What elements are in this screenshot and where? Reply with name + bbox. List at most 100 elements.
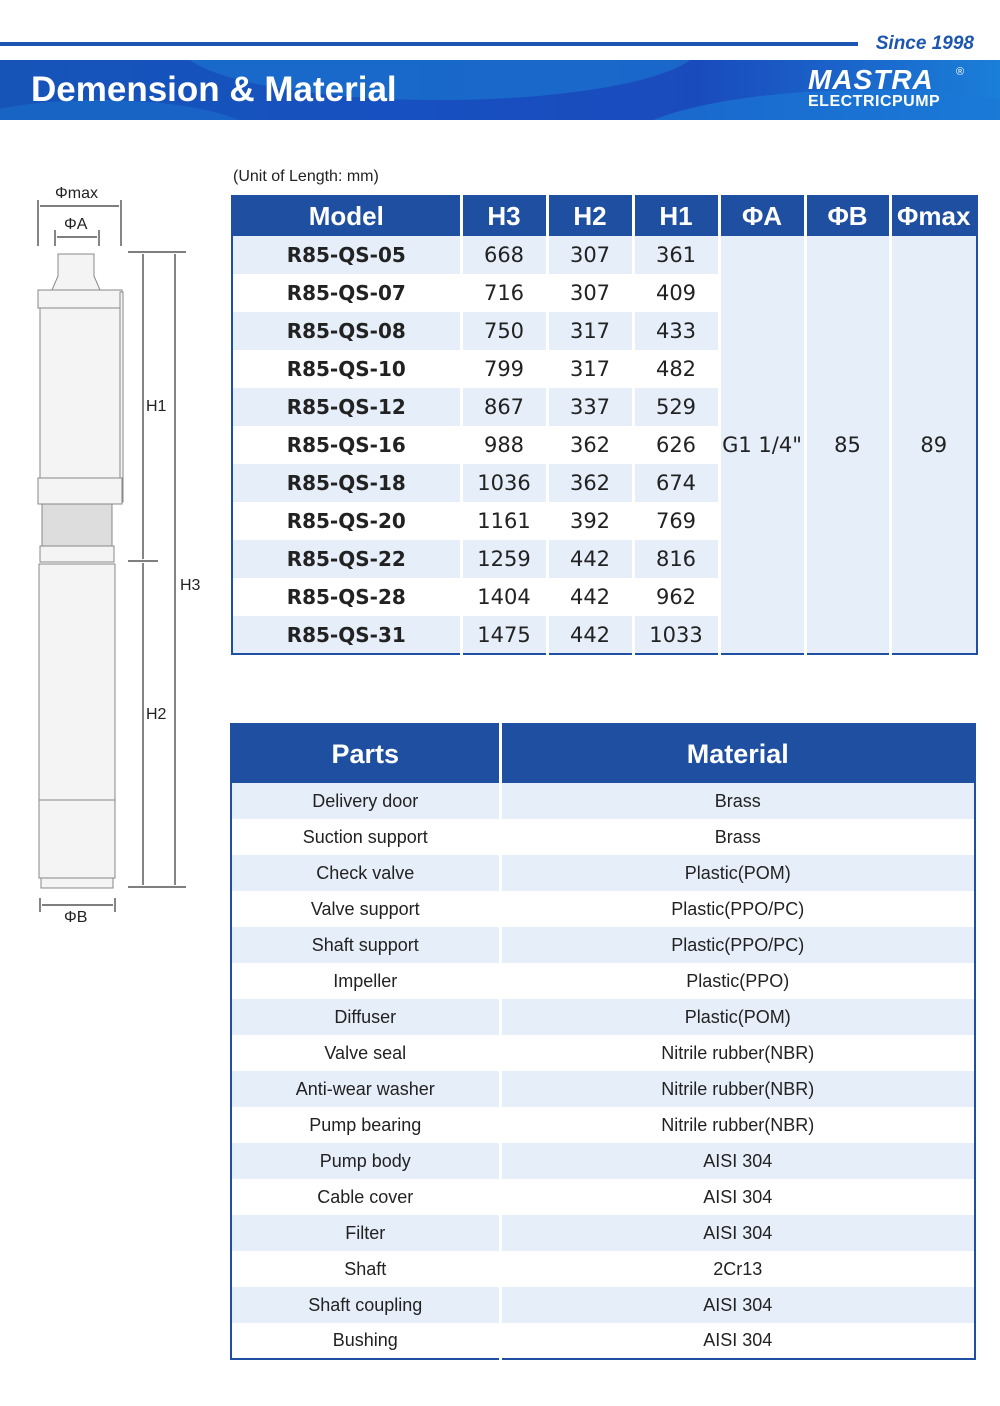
value-cell: 482 <box>631 350 719 388</box>
part-cell: Impeller <box>333 970 398 991</box>
material-cell: Plastic(PPO/PC) <box>498 891 975 927</box>
value-cell: 626 <box>631 426 719 464</box>
value-cell: 867 <box>459 388 547 426</box>
since-label: Since 1998 <box>875 33 974 54</box>
table-row: R85-QS-22 1259 442 816 <box>232 540 977 578</box>
model-cell: R85-QS-16 <box>286 433 406 457</box>
table-row: Cable cover AISI 304 <box>231 1179 975 1215</box>
table-row: Shaft 2Cr13 <box>231 1251 975 1287</box>
value-cell: 362 <box>545 464 633 502</box>
value-cell: 769 <box>631 502 719 540</box>
material-cell: Brass <box>498 783 975 819</box>
value-cell: 442 <box>545 616 633 654</box>
value-cell: 1036 <box>459 464 547 502</box>
material-cell: AISI 304 <box>498 1323 975 1359</box>
part-cell: Pump bearing <box>309 1114 422 1135</box>
table-row: Delivery door Brass <box>231 783 975 819</box>
model-cell: R85-QS-31 <box>232 616 461 654</box>
page-title: Demension & Material <box>31 70 397 109</box>
value-cell: 317 <box>545 350 633 388</box>
material-cell: Nitrile rubber(NBR) <box>498 1071 975 1107</box>
phi-b-label: ΦB <box>64 909 87 926</box>
value-cell: 529 <box>631 388 719 426</box>
material-cell: Plastic(PPO/PC) <box>498 927 975 963</box>
value-cell: 750 <box>459 312 547 350</box>
material-cell: AISI 304 <box>498 1287 975 1323</box>
model-cell: R85-QS-20 <box>286 509 406 533</box>
table-row: R85-QS-20 1161 392 769 <box>232 502 977 540</box>
value-cell: 716 <box>459 274 547 312</box>
part-cell: Diffuser <box>231 999 500 1035</box>
phi-a-cell: G1 1/4" <box>717 236 805 654</box>
model-cell: R85-QS-28 <box>286 585 406 609</box>
value-cell: 442 <box>545 540 633 578</box>
material-cell: Plastic(PPO) <box>498 963 975 999</box>
table-row: R85-QS-18 1036 362 674 <box>232 464 977 502</box>
value-cell: 307 <box>545 236 633 274</box>
table-row: R85-QS-16 988 362 626 <box>232 426 977 464</box>
value-cell: 442 <box>545 578 633 616</box>
value-cell: 362 <box>545 426 633 464</box>
column-header: Φmax <box>888 196 977 236</box>
title-banner: Demension & Material MASTRA ELECTRICPUMP… <box>0 60 1000 120</box>
table-row: R85-QS-12 867 337 529 <box>232 388 977 426</box>
model-cell: R85-QS-22 <box>232 540 461 578</box>
column-header: Material <box>498 724 975 783</box>
material-cell: AISI 304 <box>498 1179 975 1215</box>
registered-mark: ® <box>956 66 965 78</box>
value-cell: 988 <box>459 426 547 464</box>
table-row: Filter AISI 304 <box>231 1215 975 1251</box>
model-cell: R85-QS-18 <box>232 464 461 502</box>
model-cell: R85-QS-05 <box>232 236 461 274</box>
dimension-table: Model H3 H2 H1 ΦA ΦB Φmax R85-QS-05 668 307 361 G1… <box>231 195 978 655</box>
table-row: R85-QS-07 716 307 409 <box>232 274 977 312</box>
column-header: Parts <box>231 724 500 783</box>
model-cell: R85-QS-08 <box>232 312 461 350</box>
table-row: Impeller Plastic(PPO) <box>231 963 975 999</box>
part-cell: Filter <box>231 1215 500 1251</box>
phi-max-cell: 89 <box>888 236 977 654</box>
column-header: H2 <box>545 196 633 236</box>
value-cell: 337 <box>545 388 633 426</box>
table-row: Suction support Brass <box>231 819 975 855</box>
value-cell: 392 <box>545 502 633 540</box>
table-row: Bushing AISI 304 <box>231 1323 975 1359</box>
value-cell: 799 <box>459 350 547 388</box>
table-row: Anti-wear washer Nitrile rubber(NBR) <box>231 1071 975 1107</box>
part-cell: Suction support <box>302 826 428 847</box>
table-row: Pump body AISI 304 <box>231 1143 975 1179</box>
value-cell: 1161 <box>459 502 547 540</box>
material-cell: 2Cr13 <box>498 1251 975 1287</box>
value-cell: 409 <box>631 274 719 312</box>
value-cell: 307 <box>545 274 633 312</box>
material-cell: Plastic(POM) <box>498 999 975 1035</box>
table-row: R85-QS-28 1404 442 962 <box>232 578 977 616</box>
part-cell: Shaft support <box>231 927 500 963</box>
table-row: Diffuser Plastic(POM) <box>231 999 975 1035</box>
part-cell: Anti-wear washer <box>231 1071 500 1107</box>
material-cell: AISI 304 <box>498 1143 975 1179</box>
table-row: R85-QS-08 750 317 433 <box>232 312 977 350</box>
h2-label: H2 <box>146 706 167 723</box>
logo-mark: MASTRA <box>808 64 934 95</box>
column-header: ΦA <box>717 196 805 236</box>
part-cell: Bushing <box>332 1330 398 1350</box>
column-header: H3 <box>459 196 547 236</box>
part-cell: Cable cover <box>317 1186 414 1207</box>
part-cell: Pump body <box>231 1143 500 1179</box>
value-cell: 1404 <box>459 578 547 616</box>
part-cell: Check valve <box>231 855 500 891</box>
part-cell: Shaft coupling <box>231 1287 500 1323</box>
pump-dimension-diagram: Φmax ΦA H1 H3 H2 ΦB <box>37 185 201 926</box>
phi-b-cell: 85 <box>803 236 890 654</box>
model-cell: R85-QS-10 <box>286 357 406 381</box>
part-cell: Valve support <box>310 898 420 919</box>
value-cell: 1475 <box>459 616 547 654</box>
column-header: H1 <box>631 196 719 236</box>
model-cell: R85-QS-07 <box>286 281 406 305</box>
unit-note: (Unit of Length: mm) <box>233 168 379 185</box>
value-cell: 962 <box>631 578 719 616</box>
value-cell: 317 <box>545 312 633 350</box>
value-cell: 361 <box>631 236 719 274</box>
value-cell: 816 <box>631 540 719 578</box>
